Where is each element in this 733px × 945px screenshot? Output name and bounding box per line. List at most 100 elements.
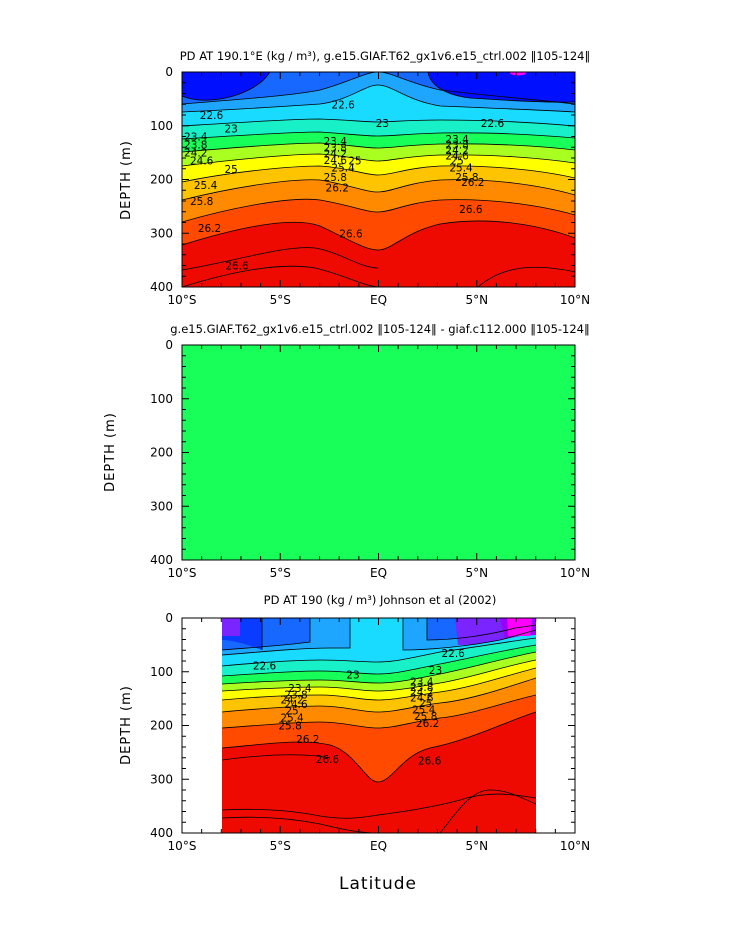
band-23-8 [182, 132, 575, 152]
panel-2-ylabel: DEPTH (m) [103, 412, 118, 492]
band3-21-4-south [222, 618, 240, 636]
x-tick-label: 5°N [465, 839, 488, 853]
contour-label: 23.8 [184, 140, 207, 152]
y-tick-label: 400 [150, 280, 173, 294]
y-tick-label: 100 [150, 119, 173, 133]
band-22-6 [182, 72, 575, 112]
contour-label: 26.6 [418, 755, 442, 767]
x-tick-label: EQ [370, 293, 387, 307]
contour-label: 26.2 [416, 718, 439, 730]
contour-label: 22.6 [253, 660, 277, 672]
panel-3-contour-labels: 22.622.623 2323.423.824.224.62525.425.826… [253, 648, 465, 768]
panel-1-contour-labels: 22.622.622.623 2323.423.824.224.62525.425… [184, 99, 504, 272]
band-23-4 [182, 119, 575, 139]
band-25-4 [182, 179, 575, 222]
panel-3-ticks [181, 617, 576, 834]
contour-label: 22.6 [200, 110, 224, 122]
contour-label: 24.2 [445, 145, 468, 157]
contour-label: 26.2 [296, 734, 319, 746]
y-tick-label: 0 [165, 338, 173, 352]
y-tick-label: 200 [150, 446, 173, 460]
band3-25 [222, 668, 536, 712]
y-tick-label: 300 [150, 499, 173, 513]
x-tick-label: 10°N [560, 293, 590, 307]
contour-label: 26.2 [326, 183, 349, 195]
contour-label: 22.6 [331, 99, 355, 111]
contour-label: 24.6 [410, 693, 434, 705]
x-tick-label: 10°S [168, 566, 197, 580]
contour-label: 25.4 [194, 180, 218, 192]
contour-label: 25.4 [331, 163, 355, 175]
panel-1-ylabel: DEPTH (m) [119, 140, 134, 220]
contour-label: 24.6 [284, 699, 308, 711]
contour-label: 24.2 [280, 695, 303, 707]
panel-3-contour-lines [222, 618, 536, 833]
x-tick-label: EQ [370, 839, 387, 853]
contour-label: 26.2 [198, 223, 221, 235]
contour-label: 25 [224, 164, 237, 176]
panel-2-y-tick-labels: 0 100 200 300 400 [150, 338, 173, 567]
panel-2-ticks [181, 344, 576, 561]
x-tick-label: EQ [370, 566, 387, 580]
band-21-8-north [428, 72, 575, 103]
contour-label: 26.6 [225, 261, 249, 273]
band-21-8-south [182, 72, 270, 101]
contour-label: 23.8 [324, 142, 347, 154]
panel-3-ylabel: DEPTH (m) [119, 685, 134, 765]
contour-label: 25.4 [449, 163, 473, 175]
y-tick-label: 100 [150, 665, 173, 679]
panel-2: g.e15.GIAF.T62_gx1v6.e15_ctrl.002 ‖105-1… [103, 322, 590, 580]
contour-label: 24.2 [410, 687, 433, 699]
panel-1-title: PD AT 190.1°E (kg / m³), g.e15.GIAF.T62_… [180, 49, 590, 63]
contour-label: 23.4 [410, 676, 434, 688]
x-tick-label: 5°S [270, 293, 291, 307]
contour-label: 24.6 [190, 156, 214, 168]
contour-label: 23 [376, 118, 389, 130]
x-tick-label: 5°S [270, 839, 291, 853]
contour-label: 25.8 [455, 172, 478, 184]
band3-24-6 [222, 660, 536, 700]
contour-label: 26.2 [461, 177, 484, 189]
panel-3-x-tick-labels: 10°S 5°S EQ 5°N 10°N [168, 839, 591, 853]
contour-label: 23.8 [410, 682, 433, 694]
y-tick-label: 400 [150, 826, 173, 840]
y-tick-label: 300 [150, 226, 173, 240]
panel-3-y-tick-labels: 0 100 200 300 400 [150, 611, 173, 840]
panel-2-x-tick-labels: 10°S 5°S EQ 5°N 10°N [168, 566, 591, 580]
contour-label: 23 [224, 123, 237, 135]
x-tick-label: 5°S [270, 566, 291, 580]
x-tick-label: 10°S [168, 839, 197, 853]
contour-label: 26.6 [316, 754, 340, 766]
contour-label: 23.4 [445, 134, 469, 146]
band-24-2 [182, 143, 575, 166]
y-tick-label: 0 [165, 65, 173, 79]
contour-label: 23 [346, 669, 359, 681]
contour-label: 25.8 [414, 711, 437, 723]
contour-label: 24.2 [184, 148, 207, 160]
y-tick-label: 100 [150, 392, 173, 406]
band3-23-4 [222, 638, 536, 676]
panel-1-y-tick-labels: 0 100 200 300 400 [150, 65, 173, 294]
contour-label: 25 [419, 698, 432, 710]
panel-3: PD AT 190 (kg / m³) Johnson et al (2002) [119, 593, 590, 894]
panel-1-x-tick-labels: 10°S 5°S EQ 5°N 10°N [168, 293, 591, 307]
band3-25-8 [222, 695, 536, 782]
x-tick-label: 5°N [465, 293, 488, 307]
contour-label: 23 [429, 665, 442, 677]
band-21-4-patch [510, 72, 526, 76]
y-tick-label: 200 [150, 719, 173, 733]
contour-label: 23.8 [445, 140, 468, 152]
band-24-6 [182, 154, 575, 182]
contour-label: 22.6 [481, 118, 505, 130]
band-25-8 [182, 199, 575, 250]
band3-25-4 [222, 678, 536, 728]
contour-label: 23.8 [284, 689, 307, 701]
panel-2-uniform-fill [182, 345, 575, 560]
contour-label: 23.4 [184, 132, 208, 144]
x-tick-label: 10°N [560, 839, 590, 853]
band3-24-2 [222, 652, 536, 691]
panel-1-contour-lines [182, 72, 575, 287]
contour-label: 23.4 [324, 136, 348, 148]
band-23 [182, 85, 575, 126]
contour-label: 24.2 [324, 149, 347, 161]
